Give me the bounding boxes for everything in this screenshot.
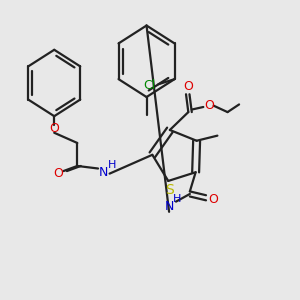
Text: O: O — [53, 167, 63, 180]
Text: O: O — [183, 80, 193, 93]
Text: N: N — [99, 166, 109, 179]
Text: S: S — [165, 183, 174, 197]
Text: N: N — [164, 200, 174, 213]
Text: O: O — [204, 99, 214, 112]
Text: O: O — [208, 193, 218, 206]
Text: Cl: Cl — [143, 79, 155, 92]
Text: H: H — [173, 194, 182, 204]
Text: O: O — [49, 122, 59, 135]
Text: H: H — [108, 160, 116, 170]
